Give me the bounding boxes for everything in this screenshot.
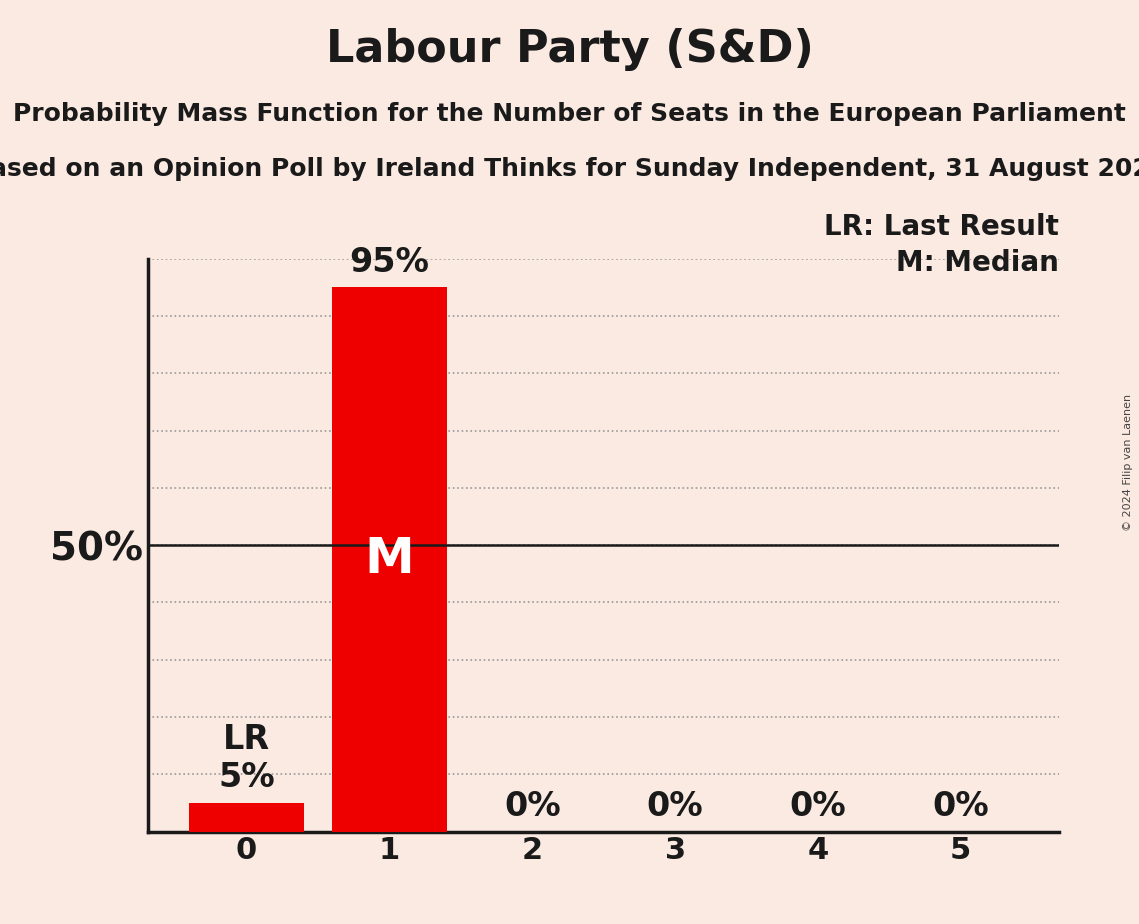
Bar	[189, 803, 304, 832]
Text: LR: Last Result: LR: Last Result	[825, 213, 1059, 240]
Bar	[333, 287, 446, 832]
Text: 0%: 0%	[789, 790, 846, 823]
Text: Based on an Opinion Poll by Ireland Thinks for Sunday Independent, 31 August 202: Based on an Opinion Poll by Ireland Thin…	[0, 157, 1139, 181]
Text: 5%: 5%	[219, 761, 274, 795]
Text: Labour Party (S&D): Labour Party (S&D)	[326, 28, 813, 71]
Text: LR: LR	[223, 723, 270, 757]
Text: Probability Mass Function for the Number of Seats in the European Parliament: Probability Mass Function for the Number…	[13, 102, 1126, 126]
Text: M: M	[364, 536, 415, 583]
Text: 0%: 0%	[503, 790, 560, 823]
Text: M: Median: M: Median	[896, 249, 1059, 277]
Text: 95%: 95%	[350, 246, 429, 279]
Text: 0%: 0%	[933, 790, 989, 823]
Text: 0%: 0%	[647, 790, 704, 823]
Text: © 2024 Filip van Laenen: © 2024 Filip van Laenen	[1123, 394, 1133, 530]
